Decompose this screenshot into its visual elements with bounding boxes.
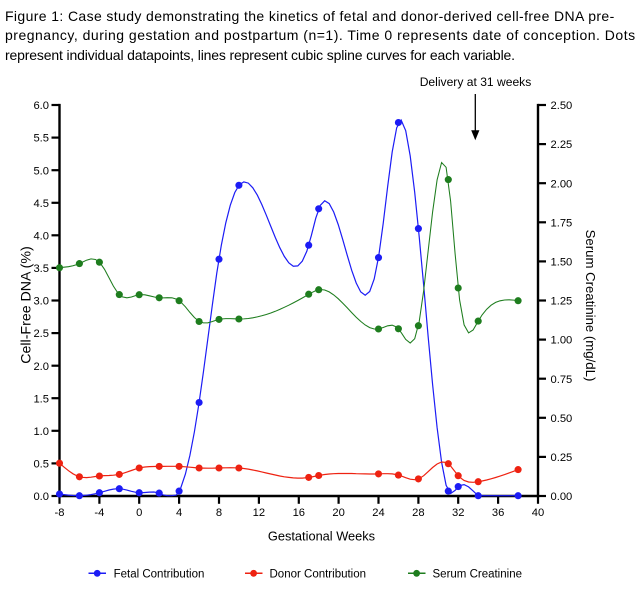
svg-text:4.5: 4.5 — [33, 198, 49, 210]
svg-text:5.5: 5.5 — [33, 133, 49, 145]
svg-text:36: 36 — [492, 507, 504, 519]
svg-text:5.0: 5.0 — [33, 165, 49, 177]
svg-text:1.00: 1.00 — [551, 335, 573, 347]
svg-text:Fetal Contribution: Fetal Contribution — [114, 568, 205, 580]
svg-text:28: 28 — [412, 507, 424, 519]
svg-text:Donor Contribution: Donor Contribution — [270, 568, 367, 580]
svg-text:0.5: 0.5 — [33, 459, 49, 471]
svg-text:3.0: 3.0 — [33, 296, 49, 308]
svg-text:1.50: 1.50 — [551, 257, 573, 269]
svg-text:1.75: 1.75 — [551, 217, 573, 229]
svg-text:16: 16 — [293, 507, 305, 519]
svg-text:2.50: 2.50 — [551, 100, 573, 112]
svg-text:Cell-Free DNA (%): Cell-Free DNA (%) — [19, 246, 35, 363]
svg-text:40: 40 — [532, 507, 544, 519]
svg-text:2.00: 2.00 — [551, 178, 573, 190]
svg-text:4.0: 4.0 — [33, 230, 49, 242]
svg-text:24: 24 — [372, 507, 384, 519]
svg-text:8: 8 — [216, 507, 222, 519]
svg-text:2.5: 2.5 — [33, 328, 49, 340]
svg-text:-4: -4 — [94, 507, 104, 519]
svg-text:2.0: 2.0 — [33, 361, 49, 373]
svg-text:Serum Creatinine (mg/dL): Serum Creatinine (mg/dL) — [583, 230, 598, 382]
svg-text:-8: -8 — [55, 507, 65, 519]
svg-text:1.5: 1.5 — [33, 393, 49, 405]
svg-text:12: 12 — [253, 507, 265, 519]
svg-text:0.25: 0.25 — [551, 452, 573, 464]
svg-text:Serum Creatinine: Serum Creatinine — [433, 568, 522, 580]
svg-text:3.5: 3.5 — [33, 263, 49, 275]
svg-text:1.0: 1.0 — [33, 426, 49, 438]
svg-text:0: 0 — [136, 507, 142, 519]
svg-text:6.0: 6.0 — [33, 100, 49, 112]
svg-text:0.00: 0.00 — [551, 491, 573, 503]
svg-text:2.25: 2.25 — [551, 139, 573, 151]
svg-text:4: 4 — [176, 507, 182, 519]
svg-text:0.50: 0.50 — [551, 413, 573, 425]
svg-text:0.75: 0.75 — [551, 374, 573, 386]
svg-text:32: 32 — [452, 507, 464, 519]
svg-text:20: 20 — [332, 507, 344, 519]
svg-text:1.25: 1.25 — [551, 296, 573, 308]
svg-text:Gestational Weeks: Gestational Weeks — [268, 529, 375, 544]
svg-text:Delivery at 31 weeks: Delivery at 31 weeks — [420, 75, 532, 89]
svg-text:0.0: 0.0 — [33, 491, 49, 503]
